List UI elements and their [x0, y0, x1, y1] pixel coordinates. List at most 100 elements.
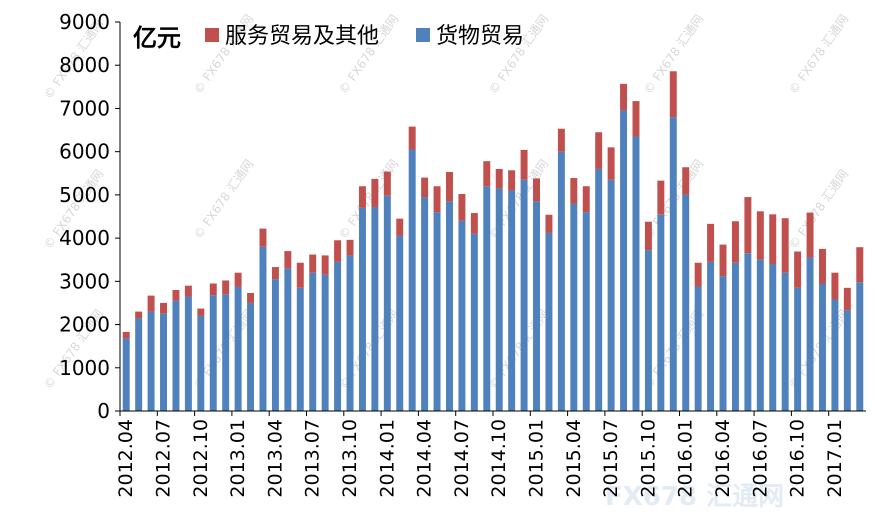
legend-label-goods: 货物贸易 [436, 24, 524, 49]
bar-goods-2016.02 [694, 286, 702, 411]
bar-services-2014.12 [520, 149, 528, 180]
bar-services-2014.10 [495, 168, 503, 189]
bar-goods-2013.12 [371, 206, 379, 411]
bar-goods-2014.01 [383, 195, 391, 411]
y-tick-label: 7000 [59, 96, 110, 120]
bar-services-2015.03 [557, 128, 565, 152]
watermark-corner: FX678 汇通网 [605, 482, 784, 512]
x-tick-label: 2015.01 [526, 419, 548, 498]
bar-services-2012.04 [122, 331, 130, 339]
y-tick-label: 5000 [59, 183, 110, 207]
bar-services-2016.12 [819, 248, 826, 284]
unit-label: 亿元 [133, 24, 181, 52]
bar-services-2016.07 [756, 211, 764, 260]
bar-goods-2017.01 [831, 299, 839, 411]
x-tick-label: 2014.04 [414, 419, 436, 498]
bar-services-2014.07 [458, 194, 466, 221]
bar-services-2013.02 [247, 293, 255, 303]
legend: 亿元 服务贸易及其他 货物贸易 [133, 24, 524, 52]
bar-goods-2013.07 [309, 272, 317, 411]
y-tick-label: 3000 [59, 269, 110, 293]
bar-services-2014.02 [396, 218, 404, 236]
bar-services-2014.01 [383, 171, 391, 196]
bar-services-2016.06 [744, 197, 752, 254]
bar-services-2014.08 [470, 213, 478, 234]
bar-services-2015.02 [545, 214, 553, 233]
bar-services-2015.07 [607, 147, 615, 180]
bar-goods-2016.04 [719, 276, 727, 411]
x-tick-label: 2012.10 [190, 419, 212, 498]
y-tick-label: 0 [97, 399, 110, 423]
bar-goods-2014.11 [508, 190, 516, 411]
bar-services-2016.02 [694, 262, 702, 287]
legend-swatch-goods [416, 28, 430, 42]
bar-goods-2015.12 [669, 117, 677, 411]
bar-goods-2015.10 [644, 250, 652, 411]
bar-goods-2015.06 [595, 168, 603, 411]
bar-goods-2016.03 [707, 261, 715, 411]
x-tick-label: 2013.01 [227, 419, 249, 498]
bar-goods-2017.02 [843, 310, 851, 411]
bar-services-2013.11 [358, 186, 366, 208]
bar-goods-2012.08 [172, 300, 180, 411]
bar-goods-2015.07 [607, 179, 615, 411]
x-tick-label: 2013.04 [264, 419, 286, 498]
bar-goods-2014.10 [495, 188, 503, 411]
axes-layer: 0 1000 2000 3000 4000 5000 6000 7000 8000 9000 201… [59, 10, 866, 498]
bar-goods-2012.05 [135, 318, 143, 411]
bars-layer [122, 71, 864, 412]
x-tick-label: 2015.07 [600, 419, 622, 498]
bar-services-2015.01 [533, 178, 540, 202]
bar-goods-2014.06 [446, 201, 453, 411]
bar-services-2017.02 [843, 287, 851, 311]
bar-services-2016.11 [806, 212, 814, 258]
bar-goods-2012.04 [122, 338, 130, 411]
x-tick-label: 2016.07 [749, 419, 771, 498]
bar-services-2014.05 [433, 186, 441, 213]
bar-services-2015.09 [632, 101, 640, 137]
bar-services-2014.04 [421, 177, 429, 198]
x-tick-label: 2014.07 [451, 419, 473, 498]
bar-services-2015.08 [620, 83, 628, 111]
x-tick-label: 2012.07 [153, 419, 175, 498]
bar-services-2014.06 [446, 171, 453, 202]
bar-goods-2014.04 [421, 197, 429, 411]
y-tick-label: 9000 [59, 10, 110, 34]
bar-goods-2015.01 [533, 201, 540, 411]
x-tick-label: 2013.10 [339, 419, 361, 498]
x-tick-label: 2017.01 [824, 419, 846, 498]
bar-goods-2016.05 [731, 262, 739, 411]
bar-services-2013.04 [271, 267, 279, 280]
bar-goods-2013.01 [234, 286, 242, 411]
bar-services-2013.09 [334, 240, 342, 262]
bar-services-2014.03 [408, 126, 416, 150]
bar-services-2013.05 [284, 251, 292, 269]
y-tick-label: 4000 [59, 226, 110, 250]
y-tick-label: 2000 [59, 313, 110, 337]
bar-services-2014.09 [483, 161, 491, 187]
bar-services-2013.08 [321, 255, 329, 275]
watermark-text: © FX678 汇通网 [191, 157, 256, 242]
y-tick-label: 6000 [59, 140, 110, 164]
bar-goods-2015.08 [620, 110, 628, 412]
legend-label-services: 服务贸易及其他 [225, 24, 379, 49]
bar-goods-2016.11 [806, 257, 814, 411]
bar-services-2017.01 [831, 272, 839, 300]
bar-goods-2013.06 [296, 287, 304, 411]
bar-goods-2012.07 [160, 313, 167, 411]
bar-goods-2016.10 [794, 287, 802, 411]
bar-services-2016.01 [682, 167, 690, 195]
bar-goods-2016.06 [744, 253, 752, 411]
bar-services-2012.06 [147, 295, 155, 312]
x-tick-label: 2016.10 [787, 419, 809, 498]
x-tick-label: 2014.10 [488, 419, 510, 498]
bar-goods-2016.01 [682, 194, 690, 411]
bar-services-2016.08 [769, 214, 777, 265]
bar-goods-2012.10 [197, 315, 205, 411]
x-tick-label: 2013.07 [302, 419, 324, 498]
bar-goods-2014.05 [433, 212, 441, 411]
bar-goods-2015.05 [582, 212, 590, 411]
bar-goods-2014.03 [408, 149, 416, 411]
bar-services-2012.08 [172, 289, 180, 301]
